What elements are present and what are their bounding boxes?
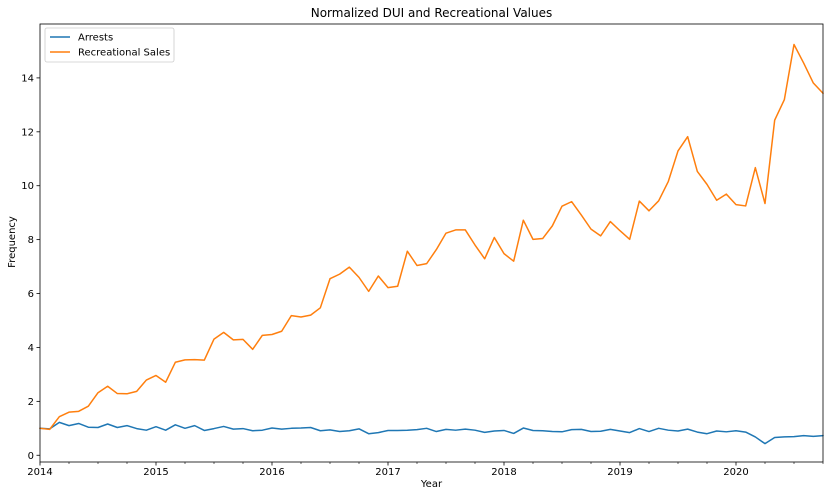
- legend-box: [44, 27, 175, 63]
- x-tick-label: 2020: [723, 467, 748, 478]
- y-tick-label: 2: [28, 397, 34, 408]
- x-tick-label: 2017: [375, 467, 400, 478]
- x-axis-label: Year: [420, 479, 443, 490]
- series-line-recreational-sales: [39, 43, 824, 431]
- axis-ticks: 0 2 4 6 8 10 12 14 2014 2015 2016 2017 2018 2019 2020: [21, 73, 824, 478]
- x-tick-label: 2016: [259, 467, 284, 478]
- y-tick-label: 8: [28, 235, 34, 246]
- x-tick-label: 2019: [607, 467, 632, 478]
- y-tick-label: 6: [28, 289, 34, 300]
- legend-label: Recreational Sales: [78, 48, 170, 59]
- legend: Arrests Recreational Sales: [44, 27, 175, 63]
- series-line-arrests: [39, 421, 824, 445]
- y-tick-label: 4: [28, 343, 34, 354]
- plot-area-frame: [39, 23, 824, 463]
- x-tick-label: 2014: [27, 467, 52, 478]
- y-tick-label: 14: [21, 73, 34, 84]
- y-tick-label: 10: [21, 181, 34, 192]
- y-tick-label: 12: [21, 127, 34, 138]
- x-tick-label: 2015: [143, 467, 168, 478]
- series-lines: [39, 43, 824, 445]
- x-tick-label: 2018: [491, 467, 516, 478]
- y-tick-label: 0: [28, 451, 34, 462]
- chart-title: Normalized DUI and Recreational Values: [311, 6, 553, 20]
- legend-label: Arrests: [78, 33, 113, 44]
- y-axis-label: Frequency: [7, 216, 18, 268]
